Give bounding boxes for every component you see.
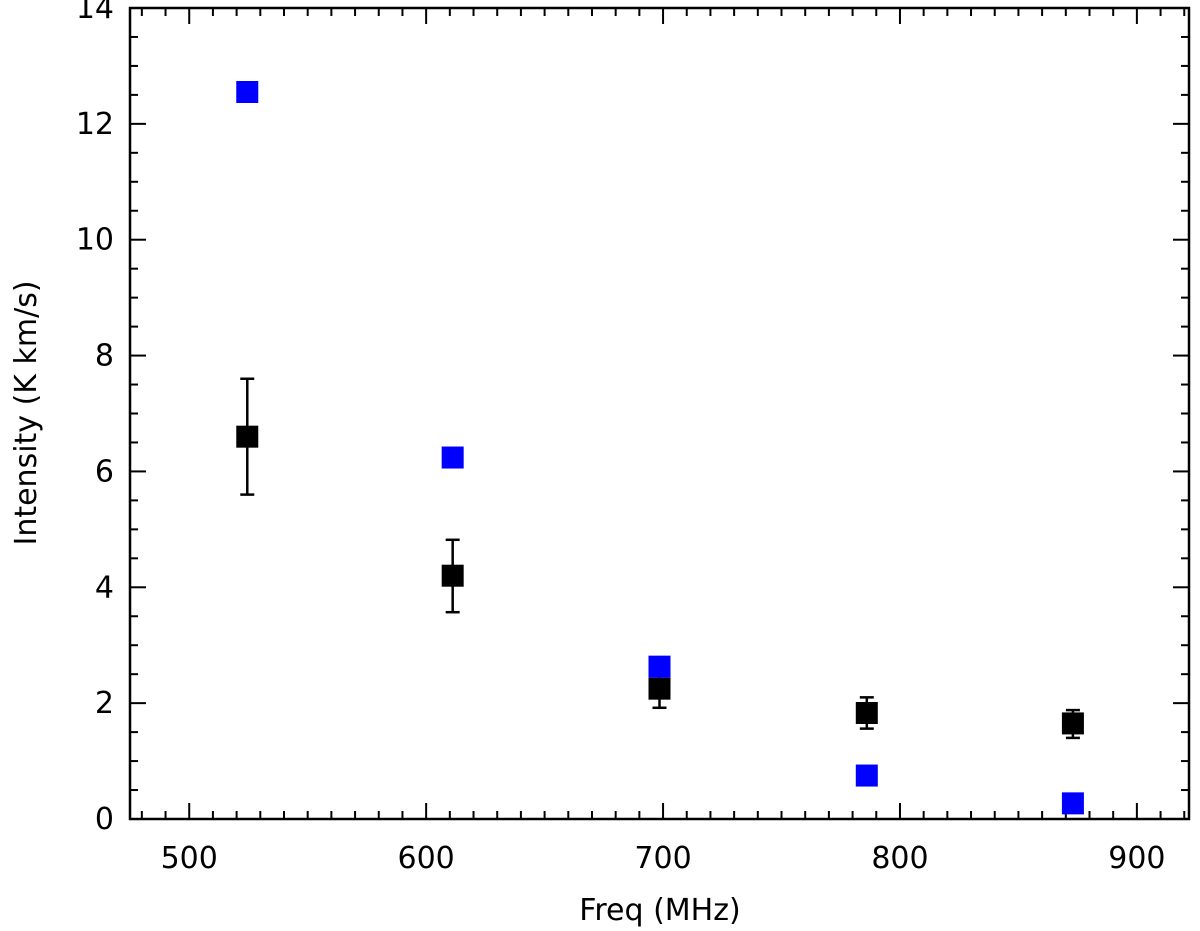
y-tick-label: 6 (95, 454, 114, 489)
x-tick-labels: 500 600 700 800 900 (161, 841, 1166, 876)
x-tick-label: 700 (634, 841, 691, 876)
minor-ticks (130, 8, 1189, 819)
y-tick-label: 14 (76, 0, 114, 26)
y-tick-label: 8 (95, 339, 114, 374)
y-tick-labels: 0 2 4 6 8 10 12 14 (76, 0, 114, 837)
x-tick-label: 500 (161, 841, 218, 876)
data-point-marker (648, 655, 671, 678)
y-axis-title: Intensity (K km/s) (9, 280, 44, 545)
x-tick-label: 900 (1108, 841, 1165, 876)
y-tick-label: 4 (95, 570, 114, 605)
x-axis-title: Freq (MHz) (579, 893, 740, 928)
major-ticks (130, 7, 1189, 820)
x-tick-label: 600 (398, 841, 455, 876)
data-point-marker (855, 764, 878, 787)
data-point-marker (236, 80, 259, 103)
y-tick-label: 2 (95, 686, 114, 721)
data-point-marker (236, 425, 259, 448)
y-tick-label: 10 (76, 223, 114, 258)
data-point-marker (1061, 712, 1084, 735)
y-tick-label: 0 (95, 802, 114, 837)
data-point-marker (441, 564, 464, 587)
data-point-marker (1061, 792, 1084, 815)
data-point-marker (855, 701, 878, 724)
x-tick-label: 800 (871, 841, 928, 876)
markers (236, 80, 1084, 815)
data-point-marker (441, 446, 464, 469)
y-tick-label: 12 (76, 107, 114, 142)
data-point-marker (648, 677, 671, 700)
